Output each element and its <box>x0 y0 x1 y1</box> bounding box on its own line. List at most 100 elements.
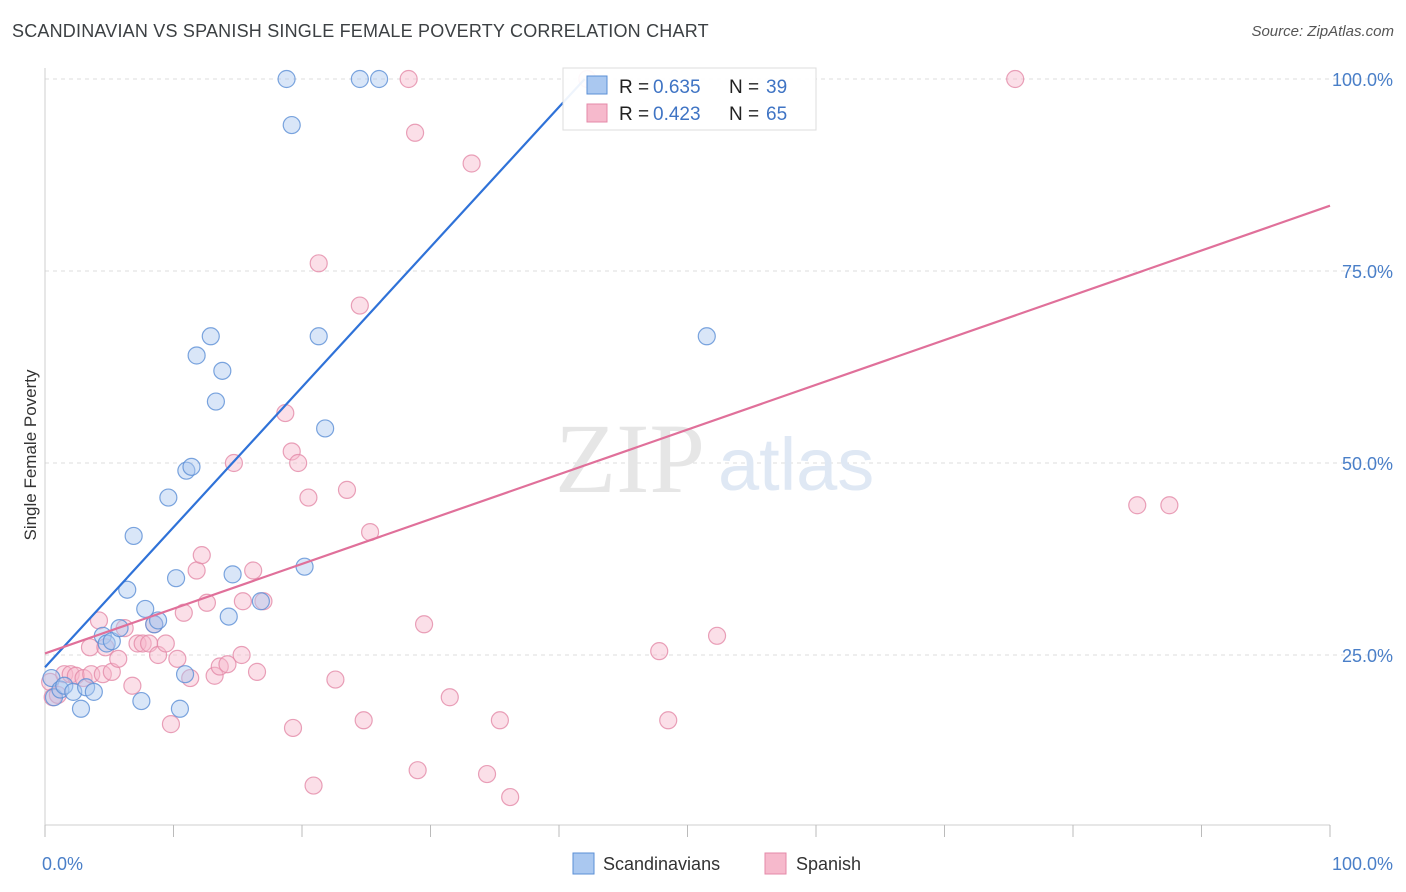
x-tick-label: 0.0% <box>42 854 83 874</box>
y-tick-label: 50.0% <box>1342 454 1393 474</box>
point-spanish <box>156 634 175 653</box>
point-spanish <box>477 764 497 784</box>
point-spanish <box>282 442 301 461</box>
point-spanish <box>109 649 128 668</box>
point-scandinavians <box>697 327 716 346</box>
point-scandinavians <box>282 115 301 135</box>
point-spanish <box>168 649 187 668</box>
point-spanish <box>232 645 251 665</box>
legend: Scandinavians Spanish <box>572 852 861 875</box>
point-spanish <box>244 561 263 580</box>
point-spanish <box>289 453 308 473</box>
point-spanish <box>218 655 237 674</box>
point-spanish <box>399 69 418 89</box>
point-scandinavians <box>219 607 238 626</box>
stats-r-label: R = <box>619 77 649 98</box>
gridlines <box>45 78 1390 656</box>
point-scandinavians <box>277 69 296 89</box>
point-spanish <box>326 670 345 689</box>
legend-swatch-spanish[interactable] <box>764 852 787 875</box>
point-scandinavians <box>124 526 143 546</box>
point-scandinavians <box>170 699 190 718</box>
point-scandinavians <box>118 580 137 599</box>
watermark-zip: ZIP <box>555 403 705 514</box>
point-spanish <box>414 615 434 634</box>
watermark: ZIP atlas <box>555 403 874 514</box>
point-scandinavians <box>55 676 74 695</box>
data-points <box>41 69 1179 807</box>
point-spanish <box>205 666 224 685</box>
trend-line-scandinavians <box>44 78 586 669</box>
point-spanish <box>659 711 678 730</box>
source-credit: Source: ZipAtlas.com <box>1251 23 1394 40</box>
x-tick-label: 100.0% <box>1332 854 1393 874</box>
stats-box: R = 0.635 N = 39 R = 0.423 N = 65 <box>562 67 817 131</box>
y-axis-label: Single Female Poverty <box>21 369 40 541</box>
point-spanish <box>283 718 303 738</box>
point-scandinavians <box>370 69 389 89</box>
trend-line-spanish <box>44 204 1331 655</box>
point-spanish <box>354 711 373 730</box>
point-spanish <box>123 676 142 695</box>
point-spanish <box>309 254 328 273</box>
point-spanish <box>1128 496 1147 515</box>
point-spanish <box>337 480 357 499</box>
point-scandinavians <box>159 488 178 507</box>
stats-swatch-scandinavians <box>586 75 608 95</box>
point-spanish <box>707 626 727 645</box>
y-tick-label: 100.0% <box>1332 70 1393 90</box>
point-scandinavians <box>182 457 201 476</box>
legend-label-spanish[interactable]: Spanish <box>796 854 861 874</box>
y-tick-label: 25.0% <box>1342 646 1393 666</box>
point-scandinavians <box>187 346 206 365</box>
point-scandinavians <box>213 361 232 380</box>
point-spanish <box>192 546 211 565</box>
point-spanish <box>133 634 152 653</box>
point-scandinavians <box>251 592 270 611</box>
legend-label-scandinavians[interactable]: Scandinavians <box>603 854 720 874</box>
point-spanish <box>304 776 323 795</box>
point-scandinavians <box>132 691 151 711</box>
stats-swatch-spanish <box>586 103 608 123</box>
stats-n-label: N = <box>729 104 759 125</box>
point-scandinavians <box>316 419 335 438</box>
point-scandinavians <box>201 327 220 346</box>
point-spanish <box>89 611 109 630</box>
point-spanish <box>462 154 481 173</box>
point-scandinavians <box>175 665 195 684</box>
point-spanish <box>247 662 267 681</box>
point-spanish <box>501 787 520 807</box>
chart-title: SCANDINAVIAN VS SPANISH SINGLE FEMALE PO… <box>12 21 709 41</box>
point-spanish <box>350 296 369 315</box>
point-scandinavians <box>223 565 242 584</box>
stats-n-label: N = <box>729 77 759 98</box>
point-spanish <box>1160 496 1179 515</box>
point-scandinavians <box>350 69 369 89</box>
point-spanish <box>650 642 669 661</box>
point-spanish <box>1006 69 1025 89</box>
tick-labels: 25.0% 50.0% 75.0% 100.0% 0.0% 100.0% <box>42 70 1393 874</box>
stats-r-label: R = <box>619 104 649 125</box>
point-scandinavians <box>206 392 226 411</box>
point-scandinavians <box>84 682 103 701</box>
point-spanish <box>299 488 318 507</box>
point-scandinavians <box>309 327 328 346</box>
point-spanish <box>405 123 425 142</box>
legend-swatch-scandinavians[interactable] <box>572 852 595 875</box>
y-tick-label: 75.0% <box>1342 262 1393 282</box>
point-scandinavians <box>71 699 91 718</box>
stats-r-value: 0.635 <box>653 77 701 98</box>
point-spanish <box>490 711 509 730</box>
stats-n-value: 39 <box>766 77 787 98</box>
point-spanish <box>187 561 206 580</box>
stats-r-value: 0.423 <box>653 104 701 125</box>
trend-lines <box>44 78 1331 669</box>
axes <box>44 68 1331 837</box>
point-spanish <box>161 715 181 734</box>
point-spanish <box>408 761 427 780</box>
point-spanish <box>440 688 459 707</box>
watermark-atlas: atlas <box>718 423 874 506</box>
point-spanish <box>233 592 252 611</box>
point-scandinavians <box>166 569 186 588</box>
